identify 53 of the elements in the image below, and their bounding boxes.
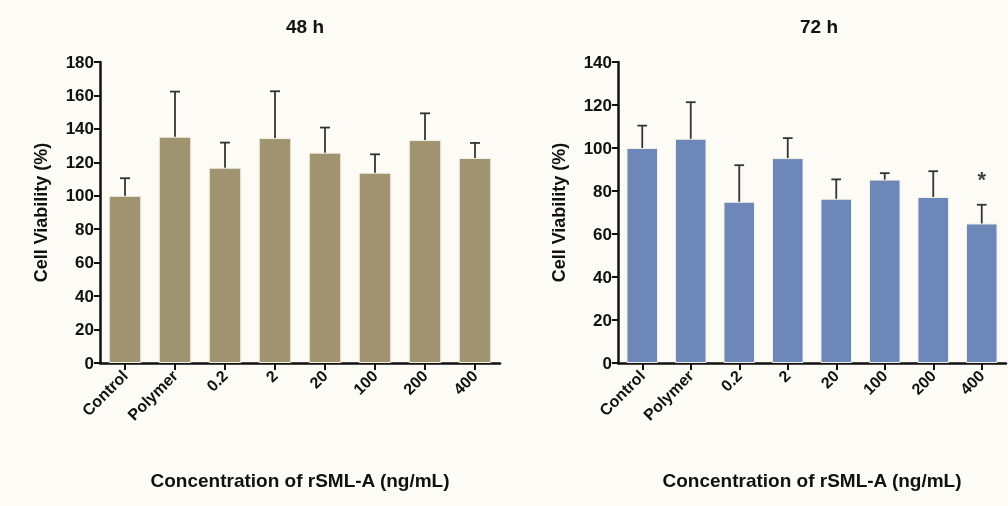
x-axis-title: Concentration of rSML-A (ng/mL) [662, 470, 962, 491]
bar [408, 140, 442, 363]
bar [158, 136, 192, 363]
y-tick-label: 80 [75, 219, 94, 239]
y-tick-label: 100 [65, 186, 94, 206]
bar [917, 197, 950, 363]
y-tick-label: 120 [65, 152, 94, 172]
y-tick-label: 60 [75, 253, 94, 273]
bar [674, 138, 707, 363]
y-tick-label: 20 [593, 310, 612, 330]
bar [771, 158, 804, 363]
bar [208, 167, 242, 363]
x-tick-label: 0.2 [203, 366, 232, 395]
y-tick-label: 40 [75, 286, 94, 306]
bar [358, 172, 392, 363]
x-tick-label: 400 [450, 366, 482, 398]
bar [965, 223, 998, 363]
x-tick-label: 200 [908, 366, 940, 398]
bar [626, 148, 659, 363]
y-axis-title: Cell Viability (%) [549, 142, 569, 283]
y-tick-label: 180 [65, 52, 94, 72]
bar [308, 152, 342, 363]
x-tick-label: 20 [817, 366, 843, 392]
bar [258, 138, 292, 363]
y-tick-label: 80 [593, 181, 612, 201]
annotation: * [977, 167, 987, 193]
bar [108, 195, 142, 363]
x-tick-label: 400 [956, 366, 988, 398]
y-tick-label: 100 [583, 138, 612, 158]
bar [723, 201, 756, 363]
bar [868, 179, 901, 363]
x-tick-label: 2 [262, 366, 282, 386]
x-tick-label: 200 [400, 366, 432, 398]
x-tick-label: 20 [306, 366, 332, 392]
y-tick-label: 160 [65, 85, 94, 105]
x-tick-label: 0.2 [717, 366, 746, 395]
y-tick-label: 140 [583, 52, 612, 72]
x-tick-label: 100 [859, 366, 891, 398]
y-tick-label: 140 [65, 119, 94, 139]
bar [820, 198, 853, 363]
bar [458, 157, 492, 363]
y-tick-label: 60 [593, 224, 612, 244]
y-tick-label: 0 [602, 353, 612, 373]
chart-title: 72 h [799, 16, 839, 37]
chart-title: 48 h [285, 16, 325, 37]
y-axis-title: Cell Viability (%) [31, 142, 51, 283]
x-tick-label: 2 [775, 366, 794, 386]
y-tick-label: 0 [84, 353, 94, 373]
y-tick-label: 120 [583, 95, 612, 115]
x-tick-label: 100 [350, 366, 382, 398]
y-tick-label: 20 [75, 320, 94, 340]
x-axis-title: Concentration of rSML-A (ng/mL) [150, 470, 450, 491]
y-tick-label: 40 [593, 267, 612, 287]
